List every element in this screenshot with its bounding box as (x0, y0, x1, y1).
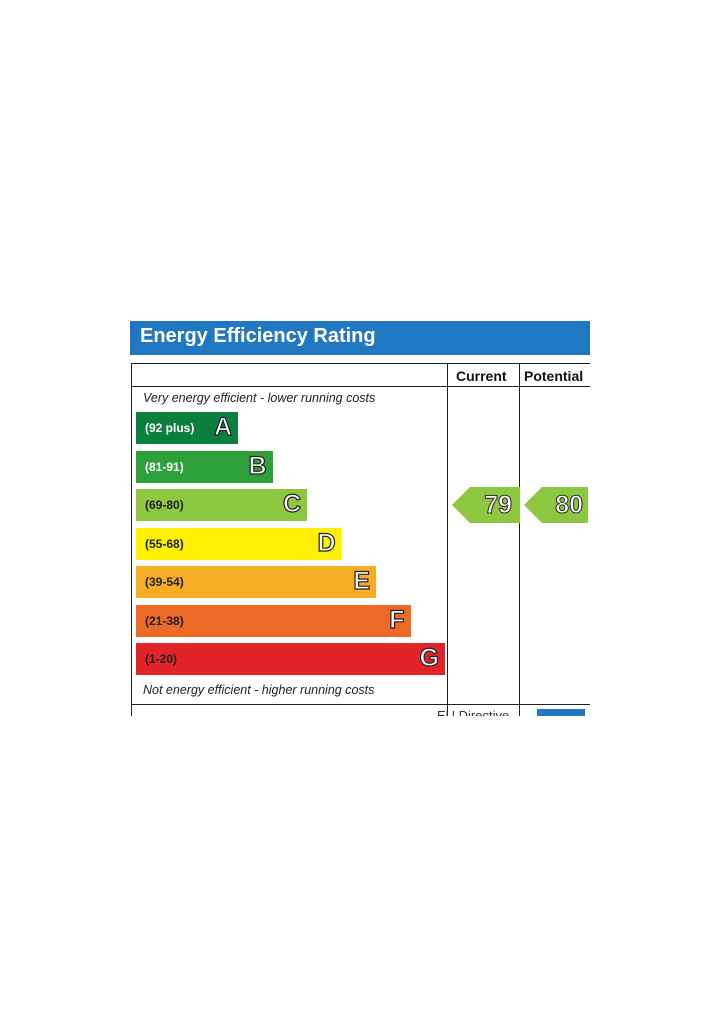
current-value-text: 79 (484, 490, 513, 519)
chart-title: Energy Efficiency Rating (140, 325, 376, 347)
potential-rating-value: 80 (524, 487, 588, 523)
current-column-header: Current (456, 368, 507, 384)
current-column-divider (447, 363, 448, 716)
band-range-label: (39-54) (145, 575, 184, 589)
band-g: (1-20) G (136, 643, 445, 675)
top-note: Very energy efficient - lower running co… (143, 391, 376, 405)
potential-rating-arrow (524, 487, 588, 523)
header-row-divider (131, 386, 590, 387)
band-letter: A (213, 412, 232, 441)
band-range-label: (69-80) (145, 498, 184, 512)
band-range-label: (92 plus) (145, 421, 195, 435)
current-rating-arrow (452, 487, 520, 523)
band-range-label: (21-38) (145, 613, 184, 628)
chart-frame (131, 363, 590, 716)
energy-efficiency-chart: Energy Efficiency Rating Current Potenti… (130, 321, 590, 716)
bottom-note: Not energy efficient - higher running co… (143, 683, 375, 697)
current-rating-value: 79 (452, 487, 517, 523)
footer-row-divider (131, 704, 590, 705)
potential-column-divider (519, 363, 520, 716)
band-letter: B (248, 451, 267, 480)
band-letter: G (419, 643, 440, 672)
band-letter: F (389, 605, 406, 634)
band-range-label: (55-68) (145, 536, 184, 551)
chart-header: Energy Efficiency Rating (130, 321, 590, 355)
band-letter: C (282, 489, 301, 518)
band-range-label: (1-20) (145, 652, 178, 666)
band-letter: E (353, 566, 371, 595)
eu-directive-text: EU Directive (437, 708, 510, 716)
band-b: (81-91) B (136, 450, 273, 483)
potential-column-header: Potential (524, 368, 584, 384)
eu-flag (537, 709, 585, 716)
band-e: (39-54) E (136, 566, 376, 598)
band-a: (92 plus) A (136, 412, 238, 444)
band-letter: D (317, 528, 336, 557)
band-range-label: (81-91) (145, 459, 184, 474)
potential-value-text: 80 (555, 490, 584, 519)
band-d: (55-68) D (136, 527, 342, 560)
band-f: (21-38) F (136, 604, 411, 637)
band-c: (69-80) C (136, 489, 307, 521)
